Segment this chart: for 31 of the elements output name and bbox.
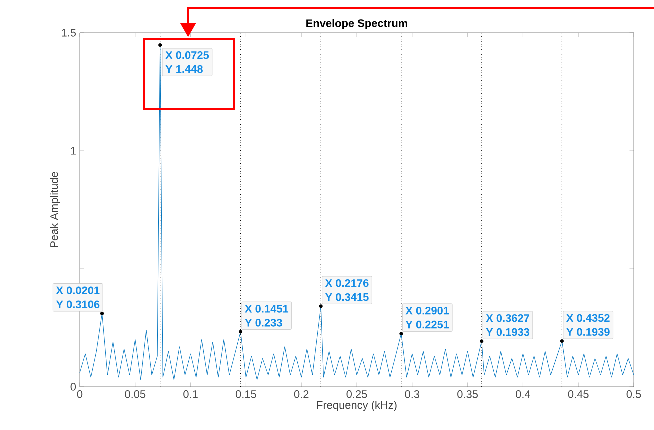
x-tick-label: 0.05 [125, 390, 146, 398]
x-tick-label: 0.15 [236, 390, 256, 398]
annotation: X 0.0725 [166, 51, 210, 60]
x-tick-label: 0.25 [346, 390, 368, 398]
annotation: X 0.3627 [486, 314, 530, 322]
annotation: Y 0.1939 [566, 328, 610, 336]
annotation: X 0.2176 [325, 279, 369, 288]
y-tick-label: 1 [71, 147, 76, 155]
x-tick-label: 0 [77, 390, 83, 398]
annotation: Y 0.233 [245, 319, 282, 327]
annotation: Y 1.448 [166, 65, 203, 74]
annotation: Y 0.3106 [56, 300, 100, 308]
x-tick-label: 0.5 [626, 390, 642, 398]
annotation: X 0.2901 [406, 306, 450, 315]
annotation: X 0.4352 [566, 314, 610, 322]
x-tick-label: 0.2 [294, 390, 309, 398]
annotation: Y 0.1933 [486, 328, 530, 336]
x-tick-label: 0.3 [405, 390, 420, 398]
y-tick-label: 0 [70, 383, 76, 391]
chart-title: Envelope Spectrum [306, 19, 408, 30]
x-tick-label: 0.4 [516, 390, 530, 398]
annotation: X 0.0201 [56, 286, 100, 295]
y-axis-title: Peak Amplitude [50, 172, 60, 248]
annotation: X 0.1451 [245, 305, 289, 313]
annotation: Y 0.2251 [406, 320, 450, 329]
x-tick-label: 0.45 [568, 390, 589, 398]
x-tick-label: 0.35 [458, 390, 478, 398]
x-tick-label: 0.1 [184, 390, 198, 398]
annotation: Y 0.3415 [325, 293, 369, 302]
y-tick-label: 1.5 [62, 29, 76, 37]
x-axis-title: Frequency (kHz) [317, 401, 397, 412]
